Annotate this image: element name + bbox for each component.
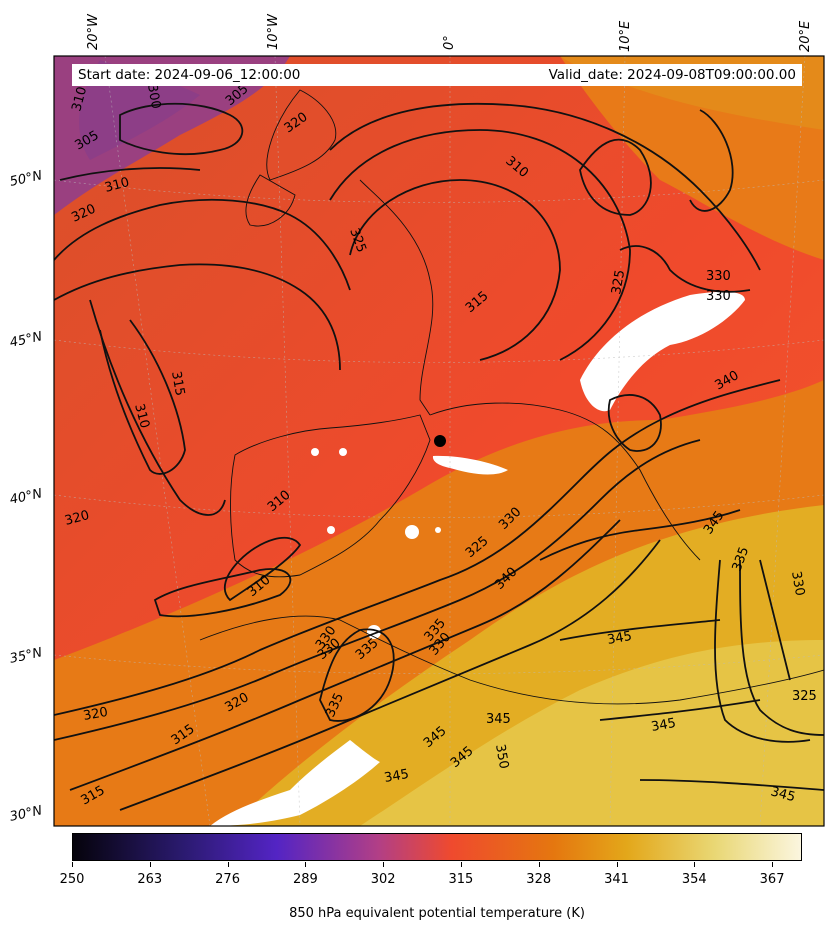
longitude-label: 20°W <box>86 14 101 50</box>
contour-label: 325 <box>792 689 817 704</box>
colorbar-gradient <box>72 833 802 861</box>
colorbar-tick <box>72 862 73 867</box>
colorbar-tick-label: 328 <box>526 872 552 887</box>
colorbar-tick-label: 302 <box>370 872 396 887</box>
colorbar-tick <box>149 862 151 867</box>
colorbar-tick-label: 367 <box>759 872 785 887</box>
contour-label: 310 <box>103 175 131 196</box>
longitude-label: 20°E <box>798 20 813 52</box>
missing-alps <box>580 291 745 412</box>
colorbar-tick-label: 276 <box>215 872 240 887</box>
colorbar-tick <box>227 862 229 867</box>
contour-label: 345 <box>606 629 633 648</box>
colorbar-tick <box>772 862 774 867</box>
colorbar-tick-label: 315 <box>448 872 474 887</box>
colorbar-tick <box>538 862 540 867</box>
contour-label: 300 <box>144 83 163 110</box>
contour-lines <box>54 102 824 811</box>
valid-date-label: Valid_date: 2024-09-08T09:00:00.00 <box>548 67 796 83</box>
colorbar-tick-label: 250 <box>59 872 85 887</box>
contour-label: 320 <box>82 705 109 724</box>
colorbar-tick <box>616 862 618 867</box>
contour-label: 315 <box>168 370 187 397</box>
colorbar-tick <box>694 862 696 867</box>
start-date-label: Start date: 2024-09-06_12:00:00 <box>78 67 301 83</box>
longitude-label: 10°E <box>618 20 633 52</box>
contour-label: 320 <box>63 508 91 529</box>
date-banner: Start date: 2024-09-06_12:00:00 Valid_da… <box>72 64 802 86</box>
colorbar-tick-label: 341 <box>604 872 629 887</box>
contour-label: 310 <box>69 85 90 113</box>
colorbar-tick-label: 263 <box>137 872 163 887</box>
contour-label: 330 <box>706 289 731 304</box>
contour-label: 345 <box>650 716 677 735</box>
contour-label: 330 <box>788 570 807 597</box>
colorbar-tick <box>460 862 462 867</box>
longitude-label: 10°W <box>266 14 281 50</box>
colorbar-title: 850 hPa equivalent potential temperature… <box>289 906 585 921</box>
contour-label: 350 <box>492 743 511 770</box>
colorbar-tick-label: 289 <box>292 872 318 887</box>
colorbar <box>72 833 802 861</box>
colorbar-tick-label: 354 <box>681 872 707 887</box>
colorbar-tick <box>305 862 307 867</box>
longitude-label: 0° <box>442 35 457 50</box>
colorbar-tick <box>383 862 385 867</box>
contour-label: 345 <box>486 712 511 727</box>
contour-label: 325 <box>609 269 628 296</box>
contour-label: 310 <box>131 402 152 430</box>
contour-label: 345 <box>769 784 797 805</box>
contour-labels: 310 300 305 305 320 310 320 325 310 315 … <box>63 82 817 809</box>
contour-label: 345 <box>383 767 410 786</box>
field-layer <box>54 56 824 826</box>
contour-label: 330 <box>706 269 731 284</box>
